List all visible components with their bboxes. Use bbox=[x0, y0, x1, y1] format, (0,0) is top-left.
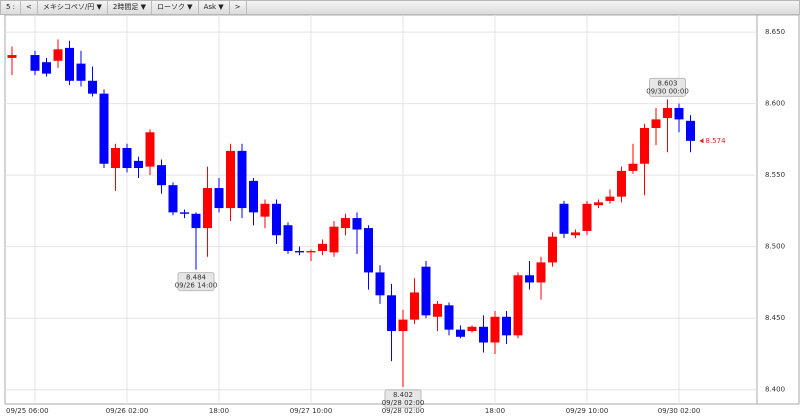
candle-body bbox=[686, 120, 695, 141]
candle-body bbox=[536, 262, 546, 283]
y-tick-label: 8.600 bbox=[765, 100, 785, 108]
annotation-time: 09/30 00:00 bbox=[646, 87, 689, 95]
toolbar-item[interactable]: 5 : bbox=[1, 1, 22, 14]
candle-body bbox=[42, 62, 51, 74]
candle-body bbox=[605, 196, 615, 201]
candle-body bbox=[53, 49, 63, 61]
candle-body bbox=[214, 188, 224, 209]
x-tick-label: 09/26 02:00 bbox=[106, 407, 149, 415]
annotation-box bbox=[649, 77, 686, 97]
candle-body bbox=[525, 275, 534, 283]
y-tick-label: 8.550 bbox=[765, 171, 785, 179]
candle-body bbox=[456, 329, 465, 337]
candle-body bbox=[387, 295, 396, 332]
toolbar-item[interactable]: > bbox=[230, 1, 247, 14]
toolbar-item[interactable]: 2時間足 ▼ bbox=[108, 1, 152, 14]
candle-body bbox=[191, 213, 201, 229]
candle-body bbox=[272, 203, 281, 236]
candle-body bbox=[157, 165, 166, 186]
candle-body bbox=[594, 202, 603, 206]
candle-body bbox=[559, 203, 569, 234]
candle-body bbox=[145, 132, 155, 167]
plot-area bbox=[4, 15, 758, 405]
x-tick-label: 09/29 10:00 bbox=[566, 407, 609, 415]
candle-body bbox=[226, 150, 235, 209]
x-tick-label: 18:00 bbox=[209, 407, 229, 415]
toolbar-item[interactable]: < bbox=[21, 1, 38, 14]
annotation-box bbox=[384, 389, 422, 409]
candle-body bbox=[7, 55, 17, 58]
candle-body bbox=[375, 272, 385, 296]
annotation-time: 09/26 14:00 bbox=[175, 282, 218, 290]
chart: 8.400 8.450 8.500 8.550 8.600 8.650 09/25 06:0… bbox=[4, 15, 800, 415]
candle-body bbox=[168, 185, 178, 213]
annotation-value: 8.402 bbox=[393, 391, 413, 399]
candle-body bbox=[410, 292, 419, 320]
candle-body bbox=[364, 228, 373, 273]
candle-body bbox=[88, 80, 97, 94]
toolbar-item[interactable]: ローソク ▼ bbox=[152, 1, 199, 14]
candle-body bbox=[674, 107, 684, 120]
y-tick-label: 8.650 bbox=[765, 28, 785, 36]
candle-body bbox=[617, 170, 626, 197]
candle-body bbox=[467, 326, 477, 332]
last-price-label: 8.574 bbox=[706, 137, 727, 145]
candle-body bbox=[479, 326, 488, 343]
candle-body bbox=[111, 148, 120, 169]
candle-body bbox=[306, 250, 316, 253]
candle-body bbox=[180, 212, 189, 214]
candle-body bbox=[65, 47, 74, 81]
candle-body bbox=[513, 275, 523, 336]
candle-body bbox=[548, 236, 557, 263]
candle-body bbox=[582, 203, 592, 231]
candle-body bbox=[341, 218, 350, 229]
candle-body bbox=[502, 316, 511, 336]
annotation-time: 09/28 02:00 bbox=[382, 399, 425, 407]
candle-body bbox=[651, 119, 661, 128]
axis-area bbox=[756, 15, 800, 405]
annotation-value: 8.603 bbox=[657, 79, 677, 87]
candle-body bbox=[433, 303, 442, 317]
candle-body bbox=[30, 55, 40, 71]
last-price-marker bbox=[699, 138, 704, 144]
candle-body bbox=[283, 225, 293, 251]
x-tick-label: 09/28 02:00 bbox=[382, 407, 425, 415]
x-tick-label: 09/27 10:00 bbox=[290, 407, 333, 415]
candle-body bbox=[352, 218, 362, 230]
candle-body bbox=[490, 316, 500, 343]
y-tick-label: 8.400 bbox=[765, 386, 785, 394]
candle-body bbox=[260, 203, 270, 217]
y-tick-label: 8.450 bbox=[765, 314, 785, 322]
candle-body bbox=[76, 63, 86, 81]
candle-body bbox=[237, 150, 247, 209]
candle-body bbox=[122, 148, 132, 169]
candle-body bbox=[295, 250, 304, 253]
candle-body bbox=[203, 188, 212, 229]
candle-body bbox=[640, 127, 649, 164]
x-tick-label: 09/25 06:00 bbox=[6, 407, 49, 415]
candle-body bbox=[99, 93, 109, 164]
toolbar-item[interactable]: Ask ▼ bbox=[199, 1, 230, 14]
candle-body bbox=[421, 266, 431, 316]
candle-body bbox=[134, 160, 143, 169]
y-tick-label: 8.500 bbox=[765, 243, 785, 251]
annotation-box bbox=[177, 272, 215, 292]
toolbar-item[interactable]: メキシコペソ/円 ▼ bbox=[38, 1, 108, 14]
candle-body bbox=[663, 107, 672, 118]
toolbar: 5 : < メキシコペソ/円 ▼ 2時間足 ▼ ローソク ▼ Ask ▼ > bbox=[0, 0, 800, 15]
x-tick-label: 18:00 bbox=[485, 407, 505, 415]
candle-body bbox=[249, 180, 258, 213]
candle-body bbox=[628, 163, 638, 171]
candle-body bbox=[571, 232, 580, 236]
annotation-value: 8.484 bbox=[186, 274, 207, 282]
x-tick-label: 09/30 02:00 bbox=[658, 407, 701, 415]
candle-body bbox=[398, 319, 408, 332]
candle-body bbox=[444, 305, 454, 330]
candle-body bbox=[318, 243, 327, 251]
candle-body bbox=[329, 226, 339, 253]
